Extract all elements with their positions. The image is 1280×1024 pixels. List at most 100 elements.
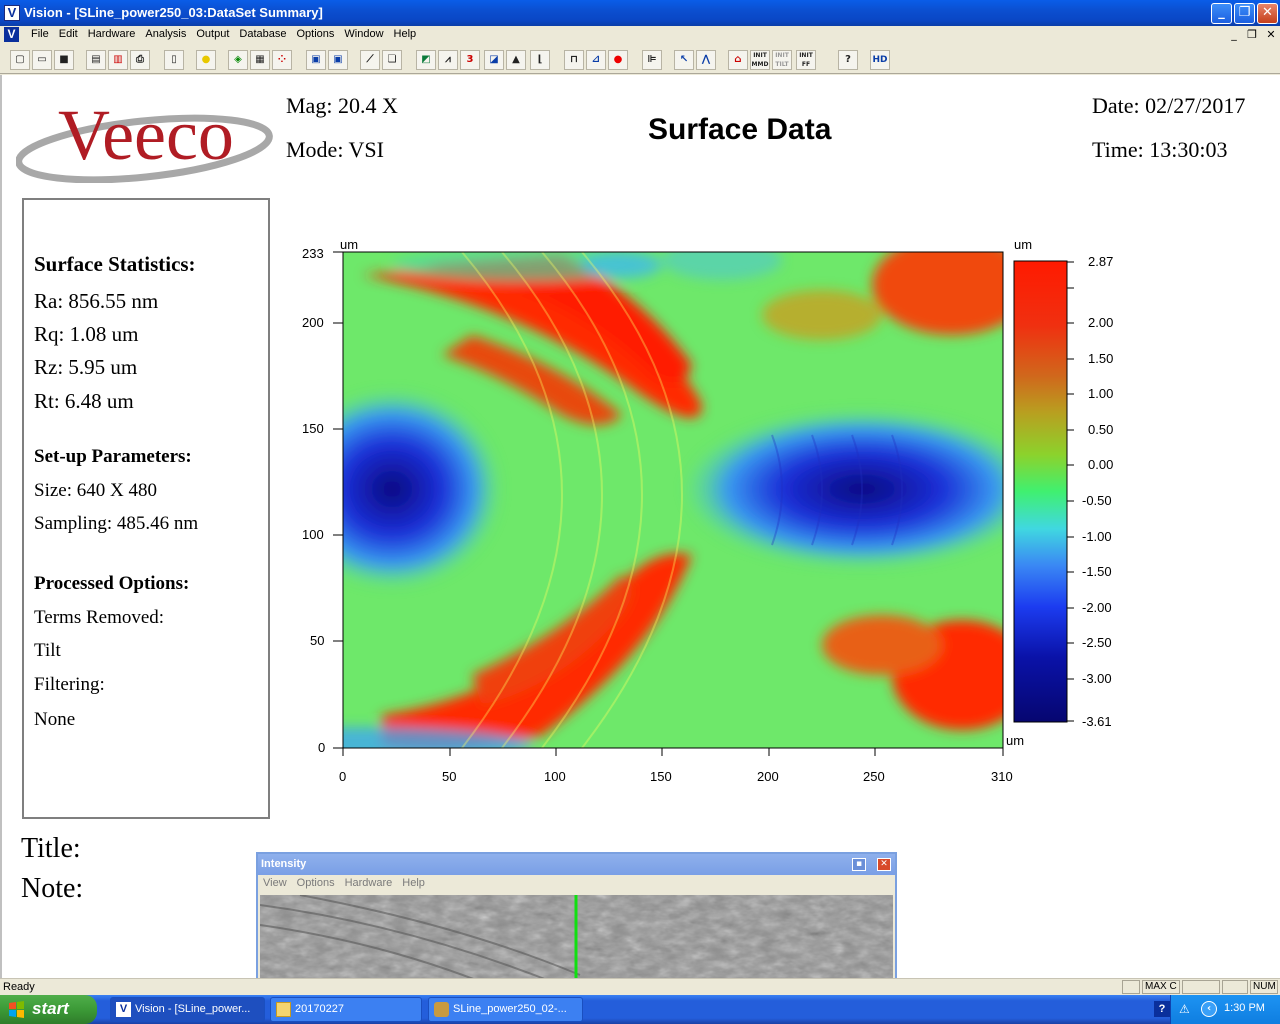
help-icon[interactable]: ? (838, 50, 858, 70)
minimize-button[interactable]: _ (1211, 3, 1232, 24)
doc-restore-button[interactable]: ❐ (1247, 28, 1257, 41)
document-system-icon[interactable]: V (4, 27, 19, 42)
record-icon[interactable]: ● (608, 50, 628, 70)
title-field-label[interactable]: Title: (21, 833, 81, 864)
window-layout2-icon[interactable]: ▣ (328, 50, 348, 70)
y-axis-unit: um (340, 237, 359, 252)
maximize-button[interactable]: ❐ (1234, 3, 1255, 24)
menu-window[interactable]: Window (344, 28, 384, 40)
page-icon[interactable]: ▯ (164, 50, 184, 70)
page-title: Surface Data (648, 113, 832, 146)
print-icon[interactable]: ⎙ (130, 50, 150, 70)
stage-icon[interactable]: ⊓ (564, 50, 584, 70)
x-tick-label: 100 (544, 769, 566, 784)
status-panel-maxc: MAX C (1142, 980, 1180, 994)
light-icon[interactable]: ● (196, 50, 216, 70)
start-button[interactable]: start (0, 995, 97, 1024)
multi-region-icon[interactable]: ◪ (484, 50, 504, 70)
processed-options-heading: Processed Options: (34, 573, 190, 594)
x-tick-label: 310 (991, 769, 1013, 784)
start-label: start (32, 999, 69, 1018)
menu-file[interactable]: File (31, 28, 49, 40)
network-icon[interactable]: ⚠ (1179, 1002, 1190, 1016)
x-tick-label: 200 (757, 769, 779, 784)
profile-icon[interactable]: ⩘ (438, 50, 458, 70)
y-tick-label: 233 (302, 246, 324, 261)
folder-icon (276, 1002, 291, 1017)
menu-database[interactable]: Database (239, 28, 287, 40)
help-tray-icon[interactable]: ? (1154, 1001, 1170, 1017)
intensity-close-icon[interactable]: ✕ (877, 858, 891, 871)
color-dots-icon[interactable]: ⁘ (272, 50, 292, 70)
intensity-menu-view[interactable]: View (263, 877, 287, 889)
init-tilt-icon[interactable]: INIT TILT (772, 50, 792, 70)
terms-removed-label: Terms Removed: (34, 607, 165, 628)
colorbar-tick-label: 2.87 (1088, 254, 1114, 269)
menu-output[interactable]: Output (196, 28, 230, 40)
intensity-menu-hardware[interactable]: Hardware (344, 877, 393, 889)
ra-value: Ra: 856.55 nm (34, 289, 159, 313)
save-icon[interactable]: ■ (54, 50, 74, 70)
surface-plot (333, 251, 1074, 756)
menu-hardware[interactable]: Hardware (87, 28, 136, 40)
align-icon[interactable]: ⊫ (642, 50, 662, 70)
colorbar-tick-label: -2.00 (1082, 600, 1112, 615)
menu-help[interactable]: Help (393, 28, 417, 40)
colorbar-ticks (1067, 261, 1074, 722)
task-image[interactable]: SLine_power250_02-... (428, 997, 583, 1022)
chart-icon[interactable]: ⊿ (586, 50, 606, 70)
intensity-menu-help[interactable]: Help (402, 877, 425, 889)
menu-items: File Edit Hardware Analysis Output Datab… (26, 28, 421, 40)
new-file-icon[interactable]: ▢ (10, 50, 30, 70)
menu-edit[interactable]: Edit (58, 28, 78, 40)
analysis-3d-icon[interactable]: ◈ (228, 50, 248, 70)
doc-minimize-button[interactable]: _ (1231, 28, 1237, 41)
intensity-menu-options[interactable]: Options (296, 877, 335, 889)
close-button[interactable]: ✕ (1257, 3, 1278, 24)
stats-icon[interactable]: ▦ (250, 50, 270, 70)
task-vision[interactable]: V Vision - [SLine_power... (110, 997, 265, 1022)
fringe-icon[interactable]: ⋀ (696, 50, 716, 70)
3d-view-icon[interactable]: 3 (460, 50, 480, 70)
bearing-ratio-icon[interactable]: ⌊ (530, 50, 550, 70)
setup-parameters-heading: Set-up Parameters: (34, 446, 192, 467)
hd-icon[interactable]: HD (870, 50, 890, 70)
task-image-label: SLine_power250_02-... (453, 1003, 567, 1015)
menu-analysis[interactable]: Analysis (145, 28, 187, 40)
task-folder-label: 20170227 (295, 1003, 344, 1015)
init-ff-icon[interactable]: INIT FF (796, 50, 816, 70)
vision-app-icon[interactable]: V (4, 5, 20, 21)
colorbar-tick-label: 1.00 (1088, 386, 1114, 401)
histogram-icon[interactable]: ▲ (506, 50, 526, 70)
title-bar[interactable]: V Vision - [SLine_power250_03:DataSet Su… (0, 0, 1280, 26)
y-tick-label: 150 (302, 421, 324, 436)
vision-task-icon: V (116, 1002, 131, 1017)
task-folder[interactable]: 20170227 (270, 997, 422, 1022)
cursor-icon[interactable]: ↖ (674, 50, 694, 70)
x-tick-label: 150 (650, 769, 672, 784)
init-mmd-icon[interactable]: INIT MMD (750, 50, 770, 70)
copy-icon[interactable]: ❏ (382, 50, 402, 70)
contour-map-icon[interactable]: ◩ (416, 50, 436, 70)
colorbar-unit: um (1014, 237, 1033, 252)
colorbar (1013, 260, 1068, 723)
home-stage-icon[interactable]: ⌂ (728, 50, 748, 70)
axis-ticks (333, 251, 1004, 756)
intensity-title-bar[interactable]: Intensity ▪ ✕ (258, 854, 895, 875)
measure-icon[interactable]: ⟋ (360, 50, 380, 70)
load-dataset-icon[interactable]: ▤ (86, 50, 106, 70)
plot-frame (342, 251, 1004, 749)
mode-label: Mode: VSI (286, 137, 384, 162)
intensity-window[interactable]: Intensity ▪ ✕ View Options Hardware Help (256, 852, 897, 998)
note-field-label[interactable]: Note: (21, 873, 84, 904)
save-dataset-icon[interactable]: ▥ (108, 50, 128, 70)
open-folder-icon[interactable]: ▭ (32, 50, 52, 70)
pin-icon[interactable]: ▪ (852, 858, 866, 871)
menu-options[interactable]: Options (296, 28, 335, 40)
window-layout-icon[interactable]: ▣ (306, 50, 326, 70)
doc-close-button[interactable]: ✕ (1266, 28, 1276, 41)
status-bar: Ready MAX C NUM (0, 978, 1280, 995)
colorbar-tick-label: -3.00 (1082, 671, 1112, 686)
system-tray: ⚠ ‹ 1:30 PM (1170, 995, 1280, 1024)
tray-expand-icon[interactable]: ‹ (1201, 1001, 1217, 1017)
